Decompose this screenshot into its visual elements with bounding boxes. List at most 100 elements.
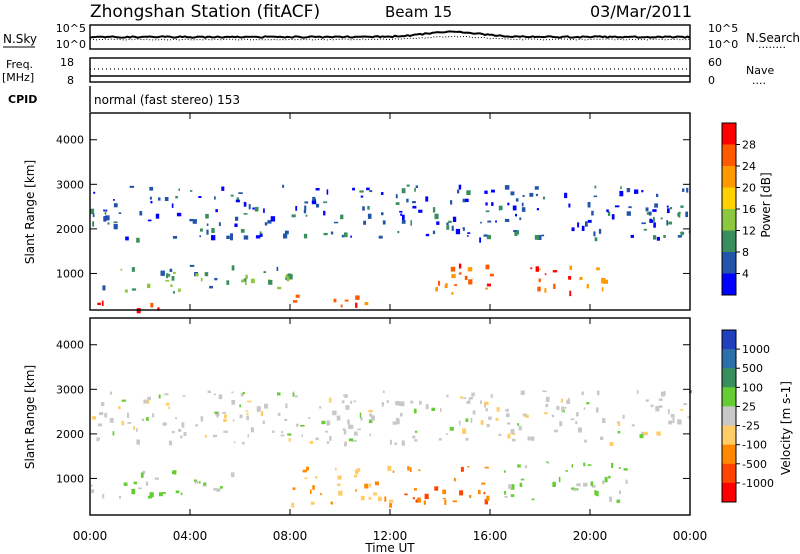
scatter-cell [576,412,579,417]
scatter-cell [571,227,575,232]
scatter-cell [659,405,663,408]
power-panel-frame [89,112,691,311]
scatter-cell [486,423,490,428]
scatter-cell [158,197,161,201]
colorbar-swatch [722,209,736,231]
scatter-cell [113,221,118,224]
scatter-cell [234,223,238,227]
scatter-cell [601,287,604,292]
scatter-cell [466,190,471,195]
scatter-cell [231,265,235,271]
scatter-cell [214,196,216,200]
scatter-cell [466,400,471,404]
scatter-cell [450,200,453,205]
scatter-cell [285,274,289,279]
scatter-cell [495,417,499,421]
scatter-cell [556,406,560,410]
scatter-cell [596,491,599,497]
scatter-cell [520,478,525,481]
scatter-cell [460,396,463,399]
scatter-cell [389,499,394,503]
scatter-cell [373,492,378,496]
scatter-cell [415,185,418,188]
scatter-cell [295,423,299,427]
scatter-cell [199,235,201,238]
scatter-cell [146,417,149,421]
scatter-cell [152,413,155,418]
scatter-cell [277,286,282,290]
scatter-cell [103,216,107,221]
scatter-cell [670,414,675,418]
scatter-cell [323,201,328,204]
scatter-cell [518,425,522,431]
scatter-cell [656,236,660,241]
scatter-cell [546,461,549,464]
scatter-cell [537,234,542,240]
scatter-cell [305,214,308,217]
scatter-cell [175,490,180,494]
scatter-cell [656,431,661,436]
y-tick-label: 2000 [56,428,84,441]
scatter-cell [175,196,178,199]
scatter-cell [174,417,177,419]
scatter-cell [309,440,314,444]
scatter-cell [392,470,395,473]
scatter-cell [276,266,279,271]
scatter-cell [183,431,187,436]
scatter-cell [113,199,115,201]
scatter-cell [583,462,586,467]
scatter-cell [250,278,255,284]
freq-strip-frame [89,57,691,83]
scatter-cell [308,416,311,419]
scatter-cell [162,423,165,426]
colorbar-swatch [722,406,736,426]
scatter-cell [355,302,358,308]
scatter-cell [596,407,599,413]
scatter-cell [181,422,185,428]
scatter-cell [414,439,418,442]
scatter-cell [147,283,151,289]
scatter-cell [619,490,622,495]
scatter-cell [178,288,181,292]
scatter-cell [340,214,344,220]
scatter-cell [522,195,525,197]
scatter-cell [491,189,495,193]
scatter-cell [359,190,364,193]
scatter-cell [200,416,204,422]
scatter-cell [531,436,535,441]
scatter-cell [180,435,183,439]
scatter-cell [462,198,467,203]
scatter-cell [397,401,402,405]
scatter-cell [687,416,691,419]
scatter-cell [263,271,267,274]
scatter-cell [342,428,346,431]
scatter-cell [195,424,199,427]
scatter-cell [530,267,533,270]
scatter-cell [535,193,538,197]
scatter-cell [507,433,511,439]
scatter-cell [364,483,369,489]
scatter-cell [458,272,462,275]
scatter-cell [524,465,528,469]
scatter-cell [235,216,239,221]
x-tick-label: 16:00 [473,529,508,543]
scatter-cell [563,407,567,409]
scatter-cell [412,201,416,204]
scatter-cell [434,213,439,220]
scatter-cell [617,430,621,434]
scatter-cell [127,422,132,424]
scatter-cell [150,200,153,204]
scatter-cell [459,490,464,496]
scatter-cell [660,217,663,220]
scatter-cell [223,418,227,422]
scatter-cell [568,203,571,208]
scatter-cell [247,434,249,438]
scatter-cell [515,230,520,235]
scatter-cell [434,486,439,491]
x-tick-label: 08:00 [273,529,308,543]
scatter-cell [491,202,494,206]
scatter-cell [367,205,370,210]
scatter-cell [446,225,450,230]
scatter-cell [357,428,361,431]
scatter-cell [150,302,154,308]
